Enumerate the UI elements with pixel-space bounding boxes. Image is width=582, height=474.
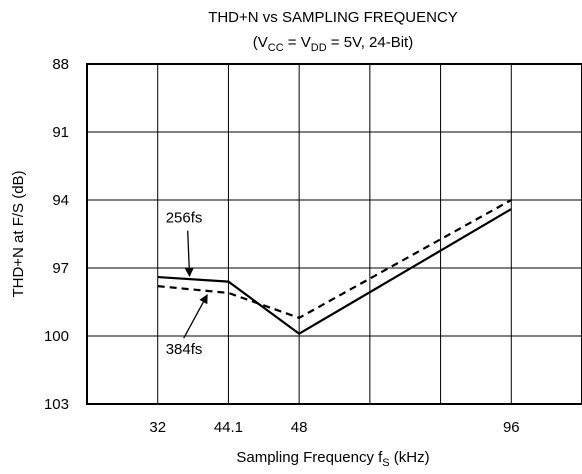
subtitle-vdd-sub: DD [311, 42, 327, 54]
annotation-arrow-256fs [184, 230, 194, 278]
x-axis-label: Sampling Frequency fS (kHz) [236, 449, 429, 469]
x-tick-label: 32 [149, 419, 166, 436]
chart-title: THD+N vs SAMPLING FREQUENCY [208, 9, 458, 26]
grid [87, 64, 582, 404]
x-tick-label: 96 [503, 419, 520, 436]
plot-frame [86, 63, 582, 405]
annotation-label-256fs: 256fs [166, 210, 203, 227]
annotation-arrow-384fs [183, 294, 208, 339]
y-tick-label: 88 [52, 56, 69, 73]
y-tick-label: 103 [44, 396, 69, 413]
subtitle-open: (V [253, 34, 268, 51]
y-tick-label: 91 [52, 124, 69, 141]
x-tick-label: 44.1 [214, 419, 243, 436]
series-line-384fs [157, 199, 512, 320]
y-tick-label: 97 [52, 260, 69, 277]
subtitle-mid: = V [284, 34, 311, 51]
series-lines [157, 199, 512, 336]
series-line-256fs [157, 208, 512, 336]
x-axis-label-sub: S [382, 457, 389, 469]
annotations: 256fs 384fs [166, 210, 208, 358]
y-axis-label: THD+N at F/S (dB) [10, 170, 27, 297]
subtitle-vcc-sub: CC [268, 42, 284, 54]
y-tick-label: 94 [52, 192, 69, 209]
x-axis-label-main: Sampling Frequency f [236, 449, 383, 466]
y-tick-label: 100 [44, 328, 69, 345]
x-tick-labels: 32 44.1 48 96 [149, 419, 519, 436]
chart-subtitle: (VCC = VDD = 5V, 24-Bit) [253, 34, 413, 54]
subtitle-close: = 5V, 24-Bit) [327, 34, 414, 51]
x-axis-label-unit: (kHz) [390, 449, 430, 466]
annotation-label-384fs: 384fs [166, 341, 203, 358]
y-tick-labels: 88 91 94 97 100 103 [44, 56, 69, 413]
x-tick-label: 48 [291, 419, 308, 436]
